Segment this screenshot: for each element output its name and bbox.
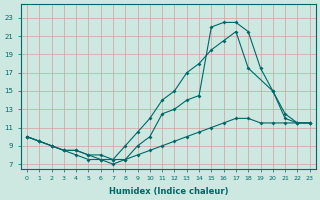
X-axis label: Humidex (Indice chaleur): Humidex (Indice chaleur) [108,187,228,196]
